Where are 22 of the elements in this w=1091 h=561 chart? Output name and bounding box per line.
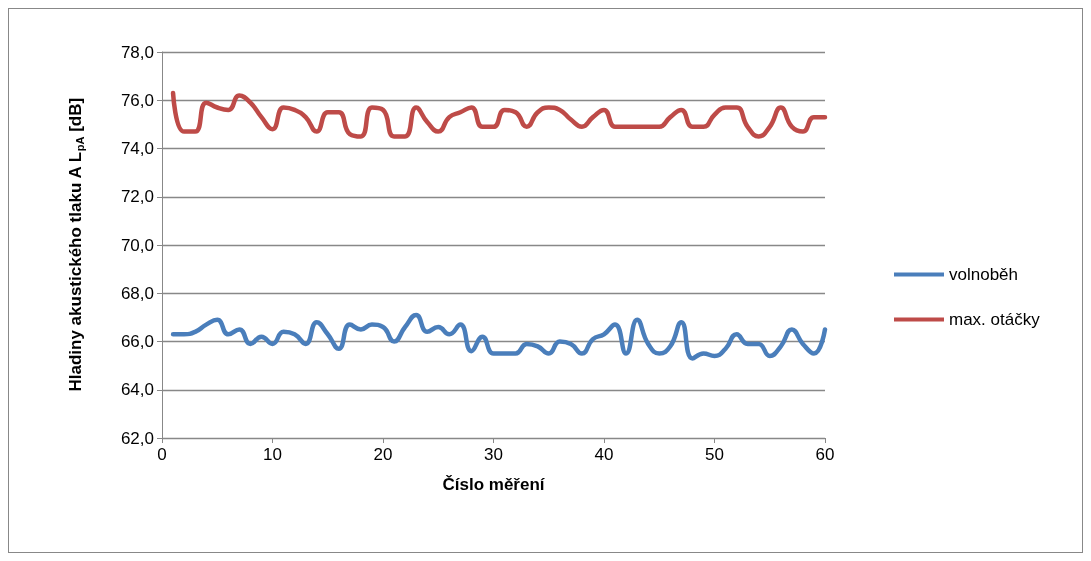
x-tick-label: 30	[484, 445, 503, 464]
x-tick-label: 20	[373, 445, 393, 464]
y-tick-label: 62,0	[120, 428, 154, 448]
y-tick-label: 64,0	[120, 380, 154, 400]
y-tick-label: 72,0	[120, 187, 154, 207]
y-tick-label: 70,0	[120, 235, 154, 255]
line-series	[170, 312, 828, 361]
x-tick-label: 0	[157, 445, 167, 464]
x-tick-label: 60	[815, 445, 835, 464]
legend-label: max. otáčky	[949, 310, 1041, 329]
y-tick-label: 68,0	[120, 283, 154, 303]
y-tick-label: 74,0	[120, 139, 154, 158]
legend-label: volnoběh	[949, 265, 1019, 284]
x-tick-label: 50	[705, 445, 724, 464]
x-tick-label: 40	[594, 445, 614, 464]
x-axis-title: Číslo měření	[442, 475, 546, 494]
y-axis-title: Hladiny akustického tlaku A LpA [dB]	[66, 97, 86, 392]
y-tick-label: 66,0	[120, 332, 154, 351]
x-tick-label: 10	[263, 445, 282, 464]
y-tick-label: 76,0	[120, 90, 154, 110]
y-tick-label: 78,0	[120, 42, 154, 62]
line-series	[170, 90, 828, 139]
